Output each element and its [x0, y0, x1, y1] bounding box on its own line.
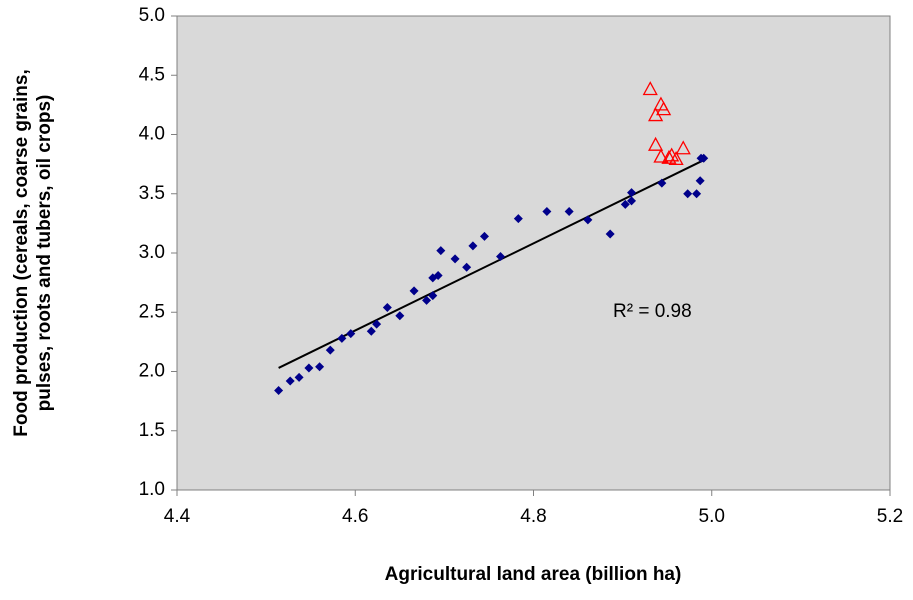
x-tick-label: 5.2 [877, 506, 903, 527]
data-point [304, 363, 314, 373]
plot-area [176, 15, 891, 491]
data-point [479, 231, 489, 241]
data-point [372, 319, 382, 329]
data-point [433, 271, 443, 281]
data-point [395, 311, 405, 321]
data-point [564, 207, 574, 217]
data-point [668, 151, 684, 166]
data-point [422, 295, 432, 305]
data-point [285, 376, 295, 386]
data-point [695, 176, 705, 186]
data-point [274, 385, 284, 395]
data-point [627, 196, 637, 206]
data-point [409, 286, 419, 296]
y-tick-label: 3.5 [139, 183, 165, 204]
y-tick-label: 5.0 [139, 5, 165, 26]
y-tick-label: 2.5 [139, 301, 165, 322]
data-point [657, 178, 667, 188]
data-point [462, 262, 472, 272]
data-point [337, 333, 347, 343]
data-point [620, 199, 630, 209]
y-axis-title-line: Food production (cereals, coarse grains, [11, 69, 32, 436]
x-tick-label: 5.0 [699, 506, 725, 527]
annotation: R² = 0.98 [613, 301, 692, 322]
data-point [656, 101, 672, 116]
y-tick-label: 3.0 [139, 242, 165, 263]
x-tick-label: 4.6 [342, 506, 368, 527]
data-point [450, 254, 460, 264]
y-tick-label: 4.5 [139, 64, 165, 85]
data-point [346, 329, 356, 339]
data-point [428, 291, 438, 301]
data-point [675, 140, 691, 155]
data-point [683, 189, 693, 199]
data-point [583, 215, 593, 225]
data-point [642, 81, 658, 96]
data-point [366, 326, 376, 336]
data-point [692, 189, 702, 199]
data-point [648, 136, 664, 151]
data-point [468, 241, 478, 251]
data-point [542, 207, 552, 217]
data-point [436, 246, 446, 256]
data-point [315, 362, 325, 372]
y-tick-label: 4.0 [139, 124, 165, 145]
data-point [605, 229, 615, 239]
y-tick-label: 2.0 [139, 361, 165, 382]
data-point [294, 372, 304, 382]
y-tick-label: 1.0 [139, 479, 165, 500]
data-point [325, 345, 335, 355]
x-axis-title: Agricultural land area (billion ha) [385, 564, 682, 585]
data-point [382, 303, 392, 313]
data-point [627, 188, 637, 198]
data-point [653, 148, 669, 163]
data-point [513, 214, 523, 224]
x-tick-label: 4.4 [164, 506, 191, 527]
x-tick-label: 4.8 [520, 506, 546, 527]
data-point [661, 149, 677, 164]
y-tick-label: 1.5 [139, 420, 165, 441]
data-point [496, 252, 506, 262]
data-point [699, 153, 709, 163]
y-axis-title-line: pulses, roots and tubers, oil crops) [34, 95, 55, 412]
